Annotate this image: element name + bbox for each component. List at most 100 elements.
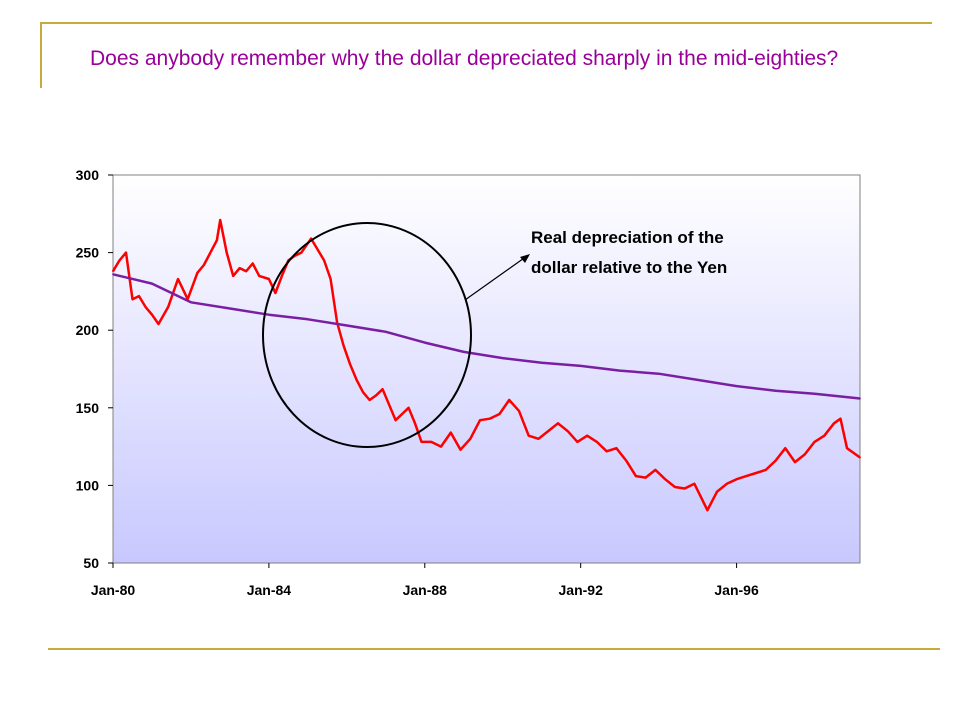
series-0-point xyxy=(125,251,127,254)
series-1-point xyxy=(190,301,192,304)
series-0-point xyxy=(251,262,254,265)
series-0-point xyxy=(209,251,212,254)
series-1-point xyxy=(268,313,270,316)
series-layer xyxy=(111,218,861,512)
annotation-line-1: Real depreciation of the xyxy=(531,228,724,247)
series-0-point xyxy=(112,270,114,273)
series-0-point xyxy=(635,475,637,477)
series-0-point xyxy=(725,482,728,485)
series-1-point xyxy=(501,357,504,359)
series-0-point xyxy=(745,475,748,477)
series-1-point xyxy=(540,361,543,364)
series-0-point xyxy=(596,441,598,443)
y-tick-label: 250 xyxy=(76,245,100,261)
series-0-point xyxy=(225,251,228,254)
series-0-point xyxy=(813,441,816,443)
series-0-point xyxy=(394,419,397,422)
series-1-point xyxy=(579,365,582,367)
series-0-point xyxy=(586,434,589,437)
series-1-point xyxy=(618,369,621,372)
series-0-point xyxy=(144,306,147,308)
series-0-point xyxy=(716,490,718,493)
y-tick-label: 50 xyxy=(83,555,99,571)
series-0-point xyxy=(430,441,433,443)
series-0-point xyxy=(774,459,777,462)
series-0-point xyxy=(674,486,676,488)
series-1-point xyxy=(774,389,777,392)
series-0-point xyxy=(537,437,540,440)
series-0-point xyxy=(167,306,170,308)
series-0-point xyxy=(498,413,501,415)
series-0-point xyxy=(459,448,462,451)
highlight-circle xyxy=(262,222,472,448)
series-1-point xyxy=(112,273,114,276)
series-0-point xyxy=(449,431,452,434)
series-0-point xyxy=(823,434,826,437)
series-0-point xyxy=(784,447,787,450)
series-0-point xyxy=(323,259,325,262)
annotation-line-2: dollar relative to the Yen xyxy=(531,258,727,277)
plot-area xyxy=(112,174,861,564)
series-0-point xyxy=(846,447,848,450)
series-0-point xyxy=(839,417,842,420)
series-0-point xyxy=(706,509,709,512)
series-0-point xyxy=(469,437,472,440)
series-0-point xyxy=(300,251,303,254)
series-1-point xyxy=(696,379,699,381)
series-0-point xyxy=(131,298,134,301)
series-0-point xyxy=(803,453,806,456)
series-1-point xyxy=(229,307,231,310)
x-tick-label: Jan-96 xyxy=(714,582,759,598)
series-0-point xyxy=(557,422,559,425)
series-0-point xyxy=(644,476,647,479)
series-0-point xyxy=(196,271,199,274)
series-0-point xyxy=(329,278,332,280)
series-0-point xyxy=(576,441,579,443)
series-0-point xyxy=(527,434,530,437)
x-tick-label: Jan-88 xyxy=(403,582,448,598)
series-0-point xyxy=(693,482,696,485)
series-0-point xyxy=(216,239,218,242)
series-0-point xyxy=(488,417,491,420)
series-0-point xyxy=(362,391,364,394)
series-0-point xyxy=(764,469,767,471)
series-0-point xyxy=(566,430,569,432)
y-tick-label: 300 xyxy=(76,167,100,183)
annotation-arrow xyxy=(464,255,528,301)
series-0-point xyxy=(258,275,261,277)
series-0-point xyxy=(349,363,351,366)
series-0-point xyxy=(625,459,628,462)
series-0-point xyxy=(833,422,835,425)
series-0-point xyxy=(203,264,205,266)
series-0-point xyxy=(414,422,416,425)
series-0-point xyxy=(683,487,686,490)
y-tick-label: 100 xyxy=(76,477,100,493)
series-0-point xyxy=(177,278,179,280)
series-0-point xyxy=(859,456,861,459)
series-0-point xyxy=(355,379,358,381)
series-0-point xyxy=(316,248,319,251)
series-0-point xyxy=(368,399,371,401)
annotation-arrowhead xyxy=(520,254,530,263)
series-0-point xyxy=(735,478,738,481)
series-1-point xyxy=(859,397,861,400)
series-0-point xyxy=(401,413,403,415)
series-0-point xyxy=(605,450,608,453)
series-0-point xyxy=(407,406,410,409)
series-line-1 xyxy=(112,273,861,400)
series-1-point xyxy=(735,385,738,387)
series-0-point xyxy=(440,445,442,448)
series-0-point xyxy=(508,399,511,401)
series-0-point xyxy=(664,478,666,481)
series-0-point xyxy=(157,323,160,325)
series-0-point xyxy=(219,219,222,221)
series-1-point xyxy=(151,282,153,285)
series-1-point xyxy=(345,324,348,327)
series-0-point xyxy=(547,430,550,432)
series-0-point xyxy=(151,313,153,316)
series-1-point xyxy=(657,372,660,375)
series-0-point xyxy=(479,419,481,422)
series-1-point xyxy=(462,351,465,353)
series-0-point xyxy=(138,295,140,297)
